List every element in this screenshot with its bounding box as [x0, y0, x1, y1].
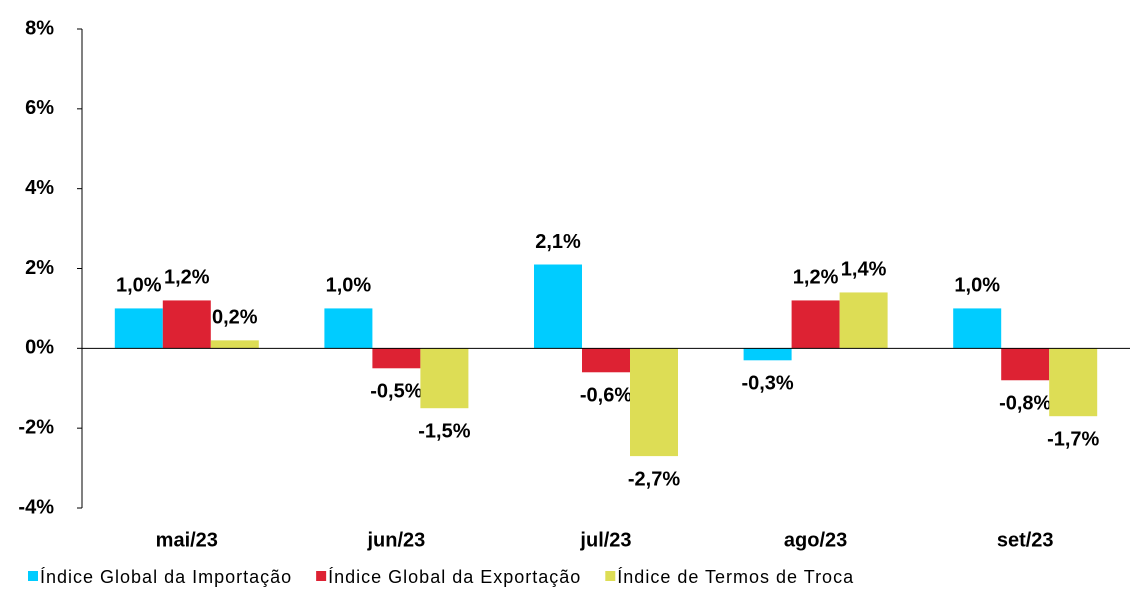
legend: Índice Global da Importação — [40, 567, 292, 587]
legend-swatch — [28, 571, 38, 581]
y-tick-label: 4% — [25, 177, 54, 199]
legend-swatch — [605, 571, 616, 581]
value-label: 1,0% — [954, 275, 1000, 297]
y-tick-label: -4% — [18, 496, 54, 518]
bar — [372, 348, 421, 369]
bar — [534, 264, 582, 349]
value-label: 1,4% — [841, 259, 887, 281]
bar — [1001, 348, 1050, 381]
y-tick-label: -2% — [18, 416, 54, 438]
bar — [162, 300, 211, 349]
value-label: -0,6% — [580, 385, 632, 407]
value-label: 0,2% — [212, 307, 258, 329]
value-label: -0,3% — [741, 373, 793, 395]
x-tick-label: jul/23 — [579, 529, 631, 551]
bar — [791, 300, 840, 349]
value-label: -2,7% — [628, 468, 680, 490]
y-tick-label: 0% — [25, 337, 54, 359]
value-label: 1,0% — [326, 275, 372, 297]
value-label: -0,5% — [370, 381, 422, 403]
value-label: 1,0% — [116, 275, 162, 297]
legend-swatch — [316, 571, 327, 581]
x-tick-label: set/23 — [997, 529, 1054, 551]
y-tick-label: 2% — [25, 257, 54, 279]
bar — [420, 348, 469, 409]
value-label: -1,5% — [418, 420, 470, 442]
bar — [210, 340, 259, 349]
bar — [839, 292, 888, 349]
bar — [630, 348, 678, 457]
value-label: 2,1% — [535, 231, 581, 253]
legend: Índice de Termos de Troca — [617, 567, 854, 587]
bar — [582, 348, 630, 373]
bar — [324, 308, 373, 349]
bar — [743, 348, 792, 361]
value-label: 1,2% — [164, 267, 210, 289]
value-label: -0,8% — [999, 393, 1051, 415]
x-tick-label: mai/23 — [156, 529, 218, 551]
legend: Índice Global da Exportação — [328, 567, 581, 587]
x-tick-label: jun/23 — [367, 529, 426, 551]
bar — [1049, 348, 1098, 417]
x-tick-label: ago/23 — [784, 529, 847, 551]
y-tick-label: 8% — [25, 17, 54, 39]
value-label: 1,2% — [793, 267, 839, 289]
value-label: -1,7% — [1047, 428, 1099, 450]
bar — [114, 308, 163, 349]
y-tick-label: 6% — [25, 97, 54, 119]
bar — [953, 308, 1002, 349]
